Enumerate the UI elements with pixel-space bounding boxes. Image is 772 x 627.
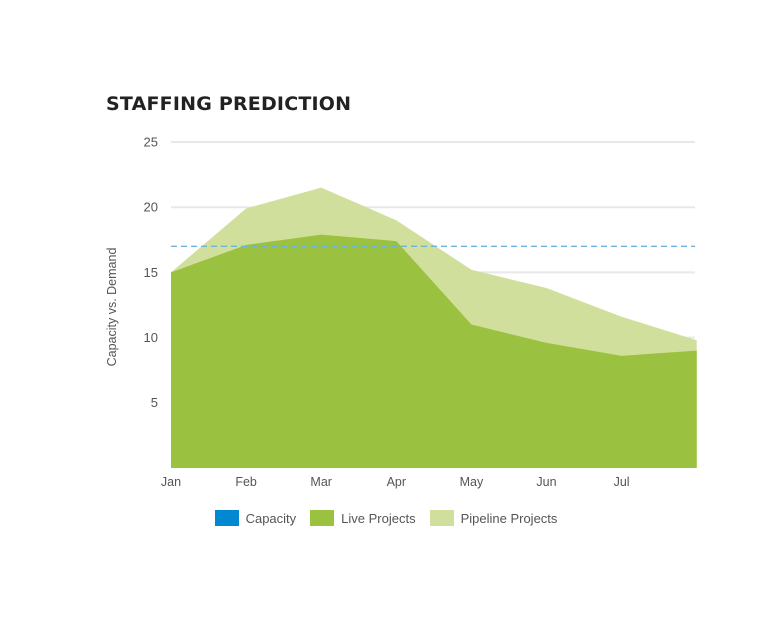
legend-label-live-projects: Live Projects — [341, 510, 416, 526]
x-tick-mar: Mar — [310, 475, 332, 489]
y-tick-15: 15 — [144, 265, 158, 280]
y-tick-10: 10 — [144, 330, 158, 345]
y-axis-ticks: 5 10 15 20 25 — [144, 134, 158, 410]
x-tick-feb: Feb — [235, 475, 257, 489]
y-axis-label: Capacity vs. Demand — [105, 248, 119, 367]
y-tick-5: 5 — [151, 395, 158, 410]
x-tick-may: May — [460, 475, 484, 489]
y-tick-20: 20 — [144, 200, 158, 215]
x-axis-ticks: Jan Feb Mar Apr May Jun Jul — [161, 475, 630, 489]
legend-label-capacity: Capacity — [245, 510, 297, 526]
legend-item-live-projects[interactable]: Live Projects — [310, 510, 416, 526]
x-tick-jan: Jan — [161, 475, 181, 489]
legend-swatch-live-projects — [310, 510, 335, 526]
legend-item-pipeline-projects[interactable]: Pipeline Projects — [429, 510, 558, 526]
x-tick-jul: Jul — [614, 475, 630, 489]
x-tick-jun: Jun — [536, 475, 556, 489]
area-live-projects — [171, 234, 697, 468]
chart-title: STAFFING PREDICTION — [106, 93, 352, 115]
y-tick-25: 25 — [144, 134, 158, 149]
series-areas — [170, 187, 697, 468]
x-tick-apr: Apr — [387, 475, 406, 489]
legend-swatch-capacity — [214, 510, 239, 526]
legend-item-capacity[interactable]: Capacity — [214, 510, 297, 526]
legend: Capacity Live Projects Pipeline Projects — [0, 510, 772, 526]
legend-label-pipeline-projects: Pipeline Projects — [460, 510, 558, 526]
legend-swatch-pipeline-projects — [429, 510, 454, 526]
